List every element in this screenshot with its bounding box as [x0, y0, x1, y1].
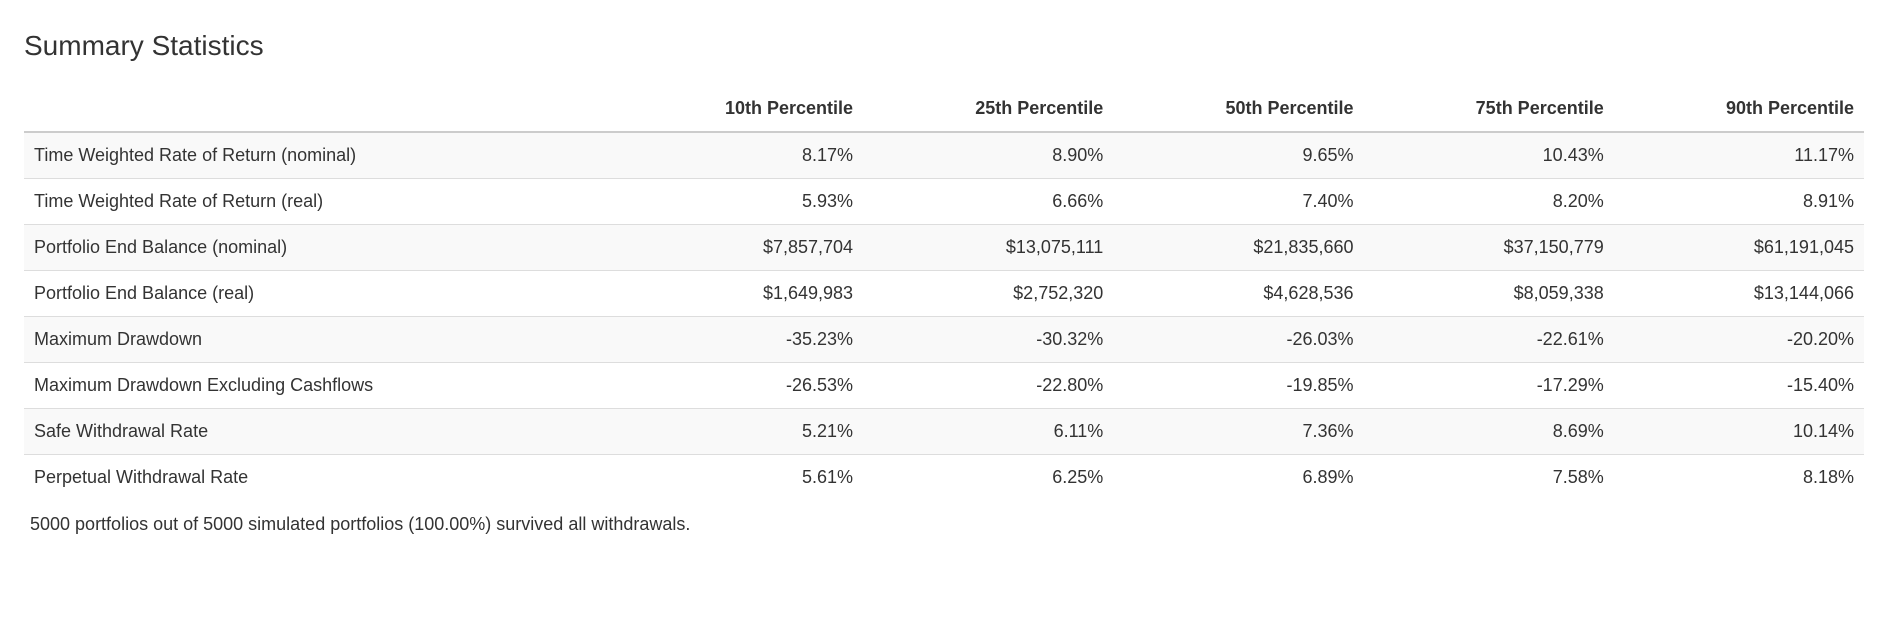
cell-value: -15.40%	[1614, 363, 1864, 409]
column-header-p25: 25th Percentile	[863, 86, 1113, 132]
cell-value: 6.66%	[863, 179, 1113, 225]
metric-label: Maximum Drawdown Excluding Cashflows	[24, 363, 613, 409]
table-row: Maximum Drawdown -35.23% -30.32% -26.03%…	[24, 317, 1864, 363]
cell-value: 7.58%	[1364, 455, 1614, 501]
cell-value: 10.14%	[1614, 409, 1864, 455]
column-header-metric	[24, 86, 613, 132]
cell-value: $2,752,320	[863, 271, 1113, 317]
metric-label: Perpetual Withdrawal Rate	[24, 455, 613, 501]
cell-value: $13,144,066	[1614, 271, 1864, 317]
cell-value: -26.53%	[613, 363, 863, 409]
table-row: Portfolio End Balance (real) $1,649,983 …	[24, 271, 1864, 317]
cell-value: $61,191,045	[1614, 225, 1864, 271]
cell-value: $4,628,536	[1113, 271, 1363, 317]
metric-label: Portfolio End Balance (real)	[24, 271, 613, 317]
table-row: Safe Withdrawal Rate 5.21% 6.11% 7.36% 8…	[24, 409, 1864, 455]
cell-value: 6.25%	[863, 455, 1113, 501]
page-title: Summary Statistics	[24, 30, 1864, 62]
cell-value: 8.90%	[863, 132, 1113, 179]
column-header-p75: 75th Percentile	[1364, 86, 1614, 132]
cell-value: $8,059,338	[1364, 271, 1614, 317]
table-row: Time Weighted Rate of Return (real) 5.93…	[24, 179, 1864, 225]
cell-value: 11.17%	[1614, 132, 1864, 179]
column-header-p10: 10th Percentile	[613, 86, 863, 132]
cell-value: 8.20%	[1364, 179, 1614, 225]
cell-value: 5.61%	[613, 455, 863, 501]
cell-value: $13,075,111	[863, 225, 1113, 271]
cell-value: -22.61%	[1364, 317, 1614, 363]
cell-value: 7.40%	[1113, 179, 1363, 225]
table-row: Portfolio End Balance (nominal) $7,857,7…	[24, 225, 1864, 271]
cell-value: 6.89%	[1113, 455, 1363, 501]
cell-value: 10.43%	[1364, 132, 1614, 179]
cell-value: $21,835,660	[1113, 225, 1363, 271]
cell-value: 8.17%	[613, 132, 863, 179]
column-header-p90: 90th Percentile	[1614, 86, 1864, 132]
cell-value: $1,649,983	[613, 271, 863, 317]
cell-value: 8.69%	[1364, 409, 1614, 455]
cell-value: -30.32%	[863, 317, 1113, 363]
metric-label: Safe Withdrawal Rate	[24, 409, 613, 455]
column-header-p50: 50th Percentile	[1113, 86, 1363, 132]
metric-label: Time Weighted Rate of Return (nominal)	[24, 132, 613, 179]
table-row: Perpetual Withdrawal Rate 5.61% 6.25% 6.…	[24, 455, 1864, 501]
cell-value: 9.65%	[1113, 132, 1363, 179]
metric-label: Maximum Drawdown	[24, 317, 613, 363]
table-row: Maximum Drawdown Excluding Cashflows -26…	[24, 363, 1864, 409]
metric-label: Portfolio End Balance (nominal)	[24, 225, 613, 271]
table-row: Time Weighted Rate of Return (nominal) 8…	[24, 132, 1864, 179]
cell-value: 8.18%	[1614, 455, 1864, 501]
cell-value: 5.93%	[613, 179, 863, 225]
cell-value: $37,150,779	[1364, 225, 1614, 271]
metric-label: Time Weighted Rate of Return (real)	[24, 179, 613, 225]
cell-value: 7.36%	[1113, 409, 1363, 455]
cell-value: -17.29%	[1364, 363, 1614, 409]
cell-value: $7,857,704	[613, 225, 863, 271]
cell-value: -26.03%	[1113, 317, 1363, 363]
cell-value: 5.21%	[613, 409, 863, 455]
summary-statistics-table: 10th Percentile 25th Percentile 50th Per…	[24, 86, 1864, 500]
cell-value: -19.85%	[1113, 363, 1363, 409]
cell-value: 8.91%	[1614, 179, 1864, 225]
cell-value: -20.20%	[1614, 317, 1864, 363]
survival-footnote: 5000 portfolios out of 5000 simulated po…	[24, 514, 1864, 535]
cell-value: -22.80%	[863, 363, 1113, 409]
cell-value: -35.23%	[613, 317, 863, 363]
table-header-row: 10th Percentile 25th Percentile 50th Per…	[24, 86, 1864, 132]
cell-value: 6.11%	[863, 409, 1113, 455]
